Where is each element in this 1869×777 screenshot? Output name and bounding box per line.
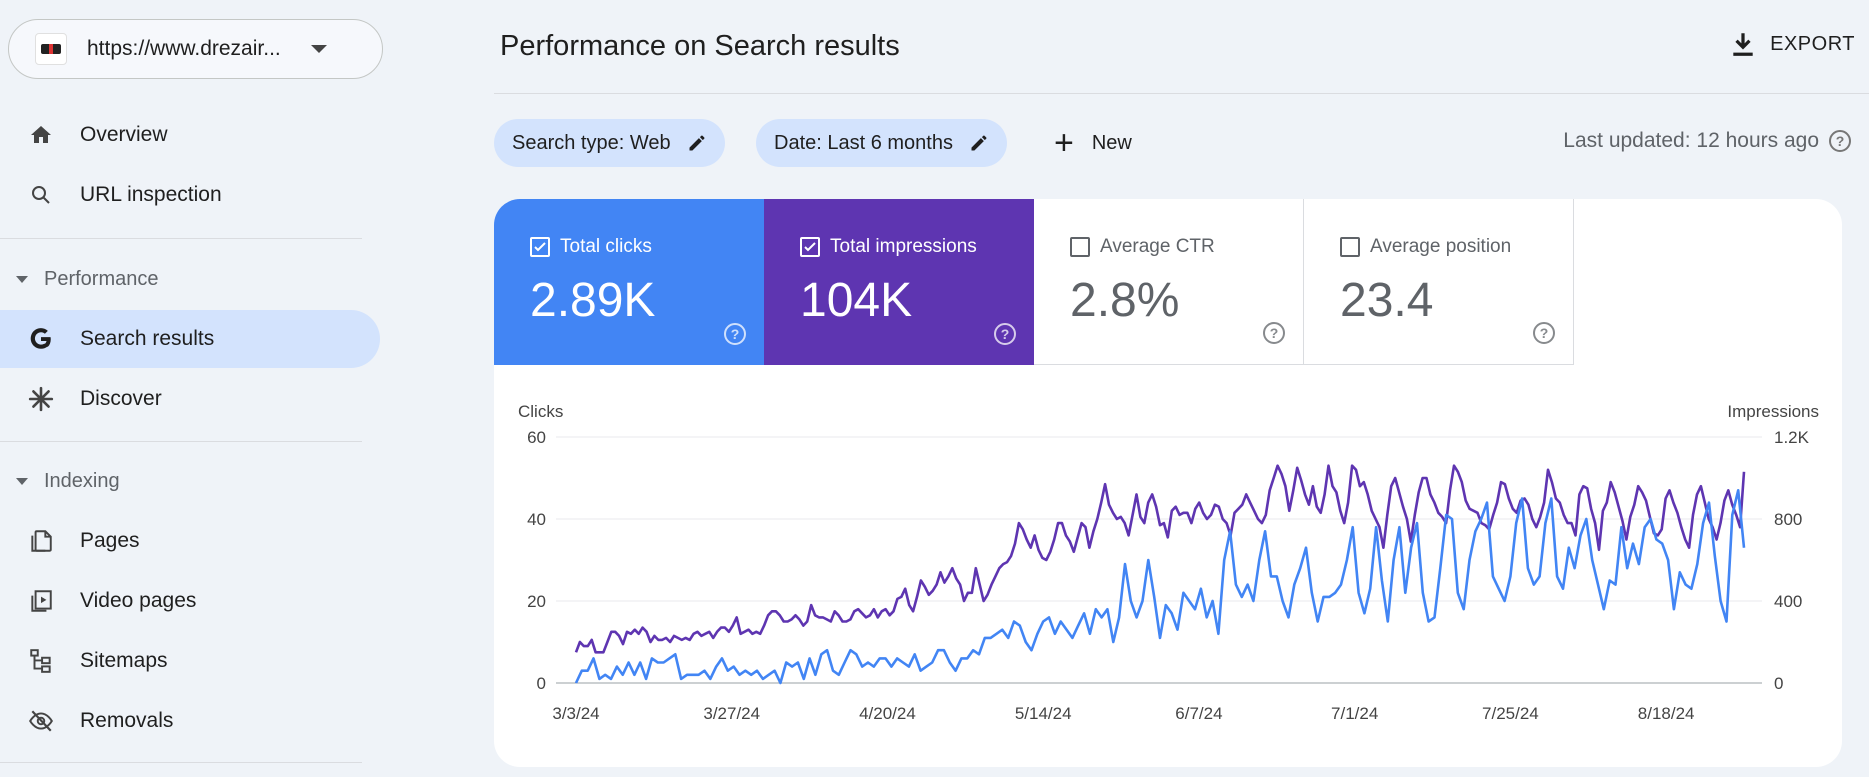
nav-search-results-label: Search results — [80, 327, 215, 350]
pages-icon — [26, 526, 56, 556]
metric-impressions-value: 104K — [800, 274, 913, 327]
nav-pages[interactable]: Pages — [0, 512, 380, 570]
metric-clicks-label: Total clicks — [560, 236, 652, 257]
section-indexing-label: Indexing — [44, 469, 120, 492]
section-performance[interactable]: Performance — [0, 259, 159, 299]
nav-video-pages-label: Video pages — [80, 589, 197, 612]
x-tick-label: 6/7/24 — [1175, 704, 1222, 723]
left-axis-label: Clicks — [518, 402, 563, 421]
sidebar-divider — [0, 441, 362, 442]
checkbox-checked-icon[interactable] — [530, 237, 550, 257]
help-icon[interactable]: ? — [724, 323, 746, 345]
nav-discover[interactable]: Discover — [0, 370, 380, 428]
metric-ctr-value: 2.8% — [1070, 274, 1180, 327]
last-updated-text: Last updated: 12 hours ago — [1563, 129, 1819, 152]
x-tick-label: 8/18/24 — [1638, 704, 1695, 723]
metric-position-label: Average position — [1370, 236, 1512, 257]
right-tick-label: 400 — [1774, 592, 1802, 611]
right-tick-label: 1.2K — [1774, 428, 1810, 447]
export-label: EXPORT — [1770, 32, 1855, 55]
edit-pencil-icon — [689, 135, 705, 151]
export-button[interactable]: EXPORT — [1730, 30, 1855, 58]
asterisk-icon — [26, 384, 56, 414]
plus-icon: + — [1054, 124, 1074, 162]
search-type-filter-chip[interactable]: Search type: Web — [494, 119, 725, 167]
date-filter-label: Date: Last 6 months — [774, 131, 953, 154]
nav-removals-label: Removals — [80, 709, 174, 732]
help-icon[interactable]: ? — [1829, 130, 1851, 152]
series-line-impressions — [574, 464, 1746, 654]
new-filter-button[interactable]: + New — [1054, 119, 1132, 167]
property-selector[interactable]: https://www.drezair... — [8, 19, 383, 79]
nav-sitemaps[interactable]: Sitemaps — [0, 632, 380, 690]
right-axis-label: Impressions — [1727, 402, 1819, 421]
metric-average-position[interactable]: Average position 23.4 ? — [1304, 199, 1574, 365]
series-line-clicks — [574, 489, 1746, 685]
metric-position-value: 23.4 — [1340, 274, 1434, 327]
metric-clicks-value: 2.89K — [530, 274, 656, 327]
sidebar-divider — [0, 762, 362, 763]
metric-ctr-label: Average CTR — [1100, 236, 1215, 257]
nav-pages-label: Pages — [80, 529, 140, 552]
x-tick-label: 7/25/24 — [1482, 704, 1539, 723]
google-g-icon — [26, 324, 56, 354]
checkbox-unchecked-icon[interactable] — [1340, 237, 1360, 257]
performance-chart[interactable]: Clicks Impressions 0 0 20 400 40 800 60 1.2K 3/3… — [494, 365, 1842, 767]
right-tick-label: 800 — [1774, 510, 1802, 529]
video-pages-icon — [26, 586, 56, 616]
right-tick-label: 0 — [1774, 674, 1783, 693]
left-tick-label: 40 — [527, 510, 546, 529]
property-url: https://www.drezair... — [87, 37, 281, 60]
help-icon[interactable]: ? — [994, 323, 1016, 345]
page-title: Performance on Search results — [500, 30, 900, 62]
property-favicon — [35, 33, 67, 65]
last-updated: Last updated: 12 hours ago ? — [1563, 129, 1851, 153]
nav-discover-label: Discover — [80, 387, 162, 410]
sitemap-icon — [26, 646, 56, 676]
eye-off-icon — [26, 706, 56, 736]
nav-removals[interactable]: Removals — [0, 692, 380, 750]
x-tick-label: 4/20/24 — [859, 704, 916, 723]
collapse-caret-icon — [16, 477, 28, 485]
nav-overview[interactable]: Overview — [0, 106, 380, 164]
nav-video-pages[interactable]: Video pages — [0, 572, 380, 630]
help-icon[interactable]: ? — [1533, 322, 1555, 344]
nav-sitemaps-label: Sitemaps — [80, 649, 168, 672]
home-icon — [26, 120, 56, 150]
section-indexing[interactable]: Indexing — [0, 461, 120, 501]
x-tick-label: 5/14/24 — [1015, 704, 1072, 723]
header-divider — [494, 93, 1869, 94]
chevron-down-icon — [310, 45, 327, 53]
sidebar-divider — [0, 238, 362, 239]
checkbox-checked-icon[interactable] — [800, 237, 820, 257]
download-icon — [1733, 33, 1753, 56]
nav-url-inspection[interactable]: URL inspection — [0, 166, 380, 224]
x-tick-label: 3/27/24 — [703, 704, 760, 723]
nav-url-inspection-label: URL inspection — [80, 183, 222, 206]
collapse-caret-icon — [16, 275, 28, 283]
edit-pencil-icon — [971, 135, 987, 151]
date-filter-chip[interactable]: Date: Last 6 months — [756, 119, 1007, 167]
left-tick-label: 0 — [537, 674, 546, 693]
search-type-filter-label: Search type: Web — [512, 131, 671, 154]
x-tick-label: 7/1/24 — [1331, 704, 1378, 723]
section-performance-label: Performance — [44, 267, 159, 290]
nav-search-results[interactable]: Search results — [0, 310, 380, 368]
checkbox-unchecked-icon[interactable] — [1070, 237, 1090, 257]
metric-impressions-label: Total impressions — [830, 236, 977, 257]
help-icon[interactable]: ? — [1263, 322, 1285, 344]
new-filter-label: New — [1091, 131, 1132, 154]
search-icon — [26, 180, 56, 210]
performance-card: Total clicks 2.89K ? Total impressions 1… — [494, 199, 1842, 767]
nav-overview-label: Overview — [80, 123, 168, 146]
left-tick-label: 60 — [527, 428, 546, 447]
metric-average-ctr[interactable]: Average CTR 2.8% ? — [1034, 199, 1304, 365]
metric-total-clicks[interactable]: Total clicks 2.89K ? — [494, 199, 764, 365]
x-tick-label: 3/3/24 — [552, 704, 599, 723]
metric-total-impressions[interactable]: Total impressions 104K ? — [764, 199, 1034, 365]
left-tick-label: 20 — [527, 592, 546, 611]
